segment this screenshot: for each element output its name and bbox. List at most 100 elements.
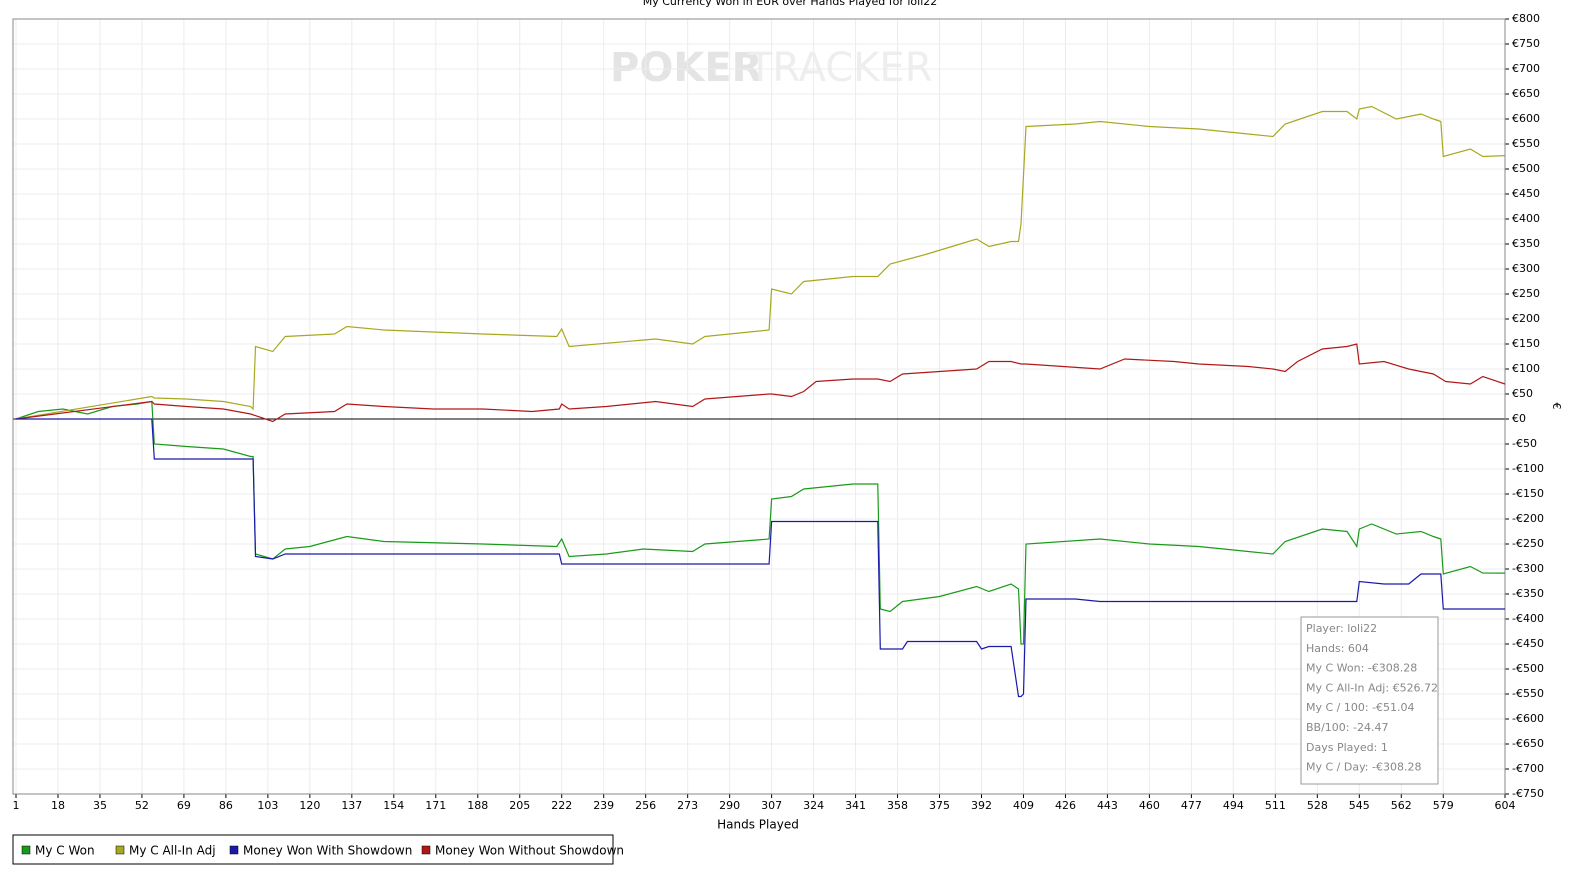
x-tick-label: 511 bbox=[1265, 799, 1286, 812]
x-tick-label: 409 bbox=[1013, 799, 1034, 812]
x-tick-label: 18 bbox=[51, 799, 65, 812]
y-tick-label: -€500 bbox=[1512, 662, 1544, 675]
series-line bbox=[15, 400, 1506, 645]
y-tick-label: €0 bbox=[1512, 412, 1526, 425]
legend-box bbox=[12, 834, 614, 865]
series-line bbox=[15, 343, 1506, 423]
y-tick-label: -€350 bbox=[1512, 587, 1544, 600]
x-tick-label: 494 bbox=[1223, 799, 1244, 812]
x-tick-label: 69 bbox=[177, 799, 191, 812]
y-tick-label: -€650 bbox=[1512, 737, 1544, 750]
x-tick-label: 137 bbox=[341, 799, 362, 812]
y-tick-label: €550 bbox=[1512, 137, 1540, 150]
x-tick-label: 579 bbox=[1433, 799, 1454, 812]
y-tick-label: €200 bbox=[1512, 312, 1540, 325]
y-tick-label: -€150 bbox=[1512, 487, 1544, 500]
legend-swatch bbox=[21, 845, 31, 855]
y-tick-label: -€400 bbox=[1512, 612, 1544, 625]
legend-swatch bbox=[115, 845, 125, 855]
x-tick-label: 307 bbox=[761, 799, 782, 812]
tooltip: Player: loli22 Hands: 604 My C Won: -€308.… bbox=[1300, 616, 1439, 785]
x-tick-label: 562 bbox=[1391, 799, 1412, 812]
y-tick-label: €300 bbox=[1512, 262, 1540, 275]
y-tick-label: €700 bbox=[1512, 62, 1540, 75]
tooltip-line: My C / Day: -€308.28 bbox=[1306, 761, 1421, 774]
y-tick-label: -€300 bbox=[1512, 562, 1544, 575]
y-tick-label: -€550 bbox=[1512, 687, 1544, 700]
x-tick-label: 375 bbox=[929, 799, 950, 812]
x-tick-label: 1 bbox=[13, 799, 20, 812]
tooltip-line: Player: loli22 bbox=[1306, 622, 1377, 635]
watermark: POKER TRACKER bbox=[610, 45, 933, 91]
y-tick-label: €600 bbox=[1512, 112, 1540, 125]
tooltip-line: Hands: 604 bbox=[1306, 642, 1369, 655]
y-tick-label: €350 bbox=[1512, 237, 1540, 250]
series-line bbox=[16, 418, 1505, 698]
y-tick-label: €750 bbox=[1512, 37, 1540, 50]
y-tick-label: -€100 bbox=[1512, 462, 1544, 475]
x-tick-label: 528 bbox=[1307, 799, 1328, 812]
tooltip-line: Days Played: 1 bbox=[1306, 741, 1388, 754]
y-tick-label: €450 bbox=[1512, 187, 1540, 200]
y-tick-label: €150 bbox=[1512, 337, 1540, 350]
y-tick-label: -€250 bbox=[1512, 537, 1544, 550]
legend-swatch bbox=[229, 845, 239, 855]
x-tick-label: 341 bbox=[845, 799, 866, 812]
legend: My C Won My C All-In Adj Money Won With Sh… bbox=[12, 834, 624, 865]
x-tick-label: 188 bbox=[467, 799, 488, 812]
x-tick-label: 392 bbox=[971, 799, 992, 812]
x-tick-label: 358 bbox=[887, 799, 908, 812]
legend-label: Money Won With Showdown bbox=[243, 844, 412, 858]
y-tick-label: -€700 bbox=[1512, 762, 1544, 775]
legend-swatch bbox=[421, 845, 431, 855]
x-tick-label: 426 bbox=[1055, 799, 1076, 812]
x-tick-label: 460 bbox=[1139, 799, 1160, 812]
y-tick-label: -€450 bbox=[1512, 637, 1544, 650]
tooltip-box bbox=[1300, 616, 1439, 785]
series-line bbox=[15, 105, 1506, 420]
x-tick-label: 205 bbox=[509, 799, 530, 812]
y-tick-label: €800 bbox=[1512, 12, 1540, 25]
watermark-a: POKER bbox=[610, 45, 762, 91]
y-tick-label: €650 bbox=[1512, 87, 1540, 100]
y-tick-label: -€600 bbox=[1512, 712, 1544, 725]
y-tick-label: -€50 bbox=[1512, 437, 1537, 450]
x-tick-label: 239 bbox=[593, 799, 614, 812]
x-tick-label: 443 bbox=[1097, 799, 1118, 812]
x-tick-label: 256 bbox=[635, 799, 656, 812]
x-tick-label: 222 bbox=[551, 799, 572, 812]
y-tick-label: €400 bbox=[1512, 212, 1540, 225]
legend-label: Money Won Without Showdown bbox=[435, 844, 624, 858]
x-tick-label: 273 bbox=[677, 799, 698, 812]
legend-label: My C All-In Adj bbox=[129, 844, 216, 858]
y-tick-label: €500 bbox=[1512, 162, 1540, 175]
y-tick-label: -€200 bbox=[1512, 512, 1544, 525]
tooltip-line: My C / 100: -€51.04 bbox=[1306, 701, 1415, 714]
y-tick-label: €250 bbox=[1512, 287, 1540, 300]
y-tick-label: -€750 bbox=[1512, 787, 1544, 800]
x-tick-label: 120 bbox=[299, 799, 320, 812]
plot-frame bbox=[12, 18, 1506, 795]
x-tick-label: 290 bbox=[719, 799, 740, 812]
y-axis-label: € bbox=[1550, 403, 1563, 410]
y-tick-label: €100 bbox=[1512, 362, 1540, 375]
x-tick-label: 86 bbox=[219, 799, 233, 812]
tooltip-line: My C Won: -€308.28 bbox=[1306, 662, 1417, 675]
x-tick-label: 103 bbox=[257, 799, 278, 812]
x-tick-label: 477 bbox=[1181, 799, 1202, 812]
y-tick-label: €50 bbox=[1512, 387, 1533, 400]
tooltip-line: My C All-In Adj: €526.72 bbox=[1306, 681, 1438, 694]
x-tick-label: 171 bbox=[425, 799, 446, 812]
x-tick-label: 545 bbox=[1349, 799, 1370, 812]
x-tick-label: 35 bbox=[93, 799, 107, 812]
x-tick-label: 52 bbox=[135, 799, 149, 812]
legend-label: My C Won bbox=[35, 844, 95, 858]
chart-title: My Currency Won in EUR over Hands Played… bbox=[643, 0, 938, 8]
x-tick-label: 604 bbox=[1495, 799, 1516, 812]
x-axis-label: Hands Played bbox=[717, 818, 799, 832]
x-tick-label: 154 bbox=[383, 799, 404, 812]
tooltip-line: BB/100: -24.47 bbox=[1306, 721, 1388, 734]
watermark-b: TRACKER bbox=[747, 45, 933, 91]
x-tick-label: 324 bbox=[803, 799, 824, 812]
